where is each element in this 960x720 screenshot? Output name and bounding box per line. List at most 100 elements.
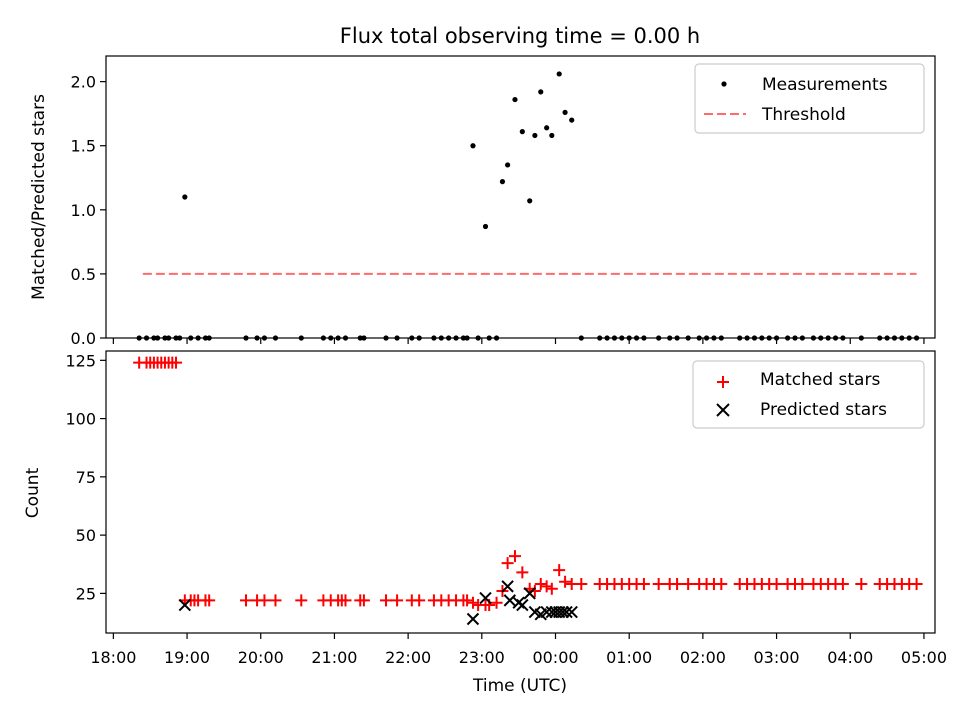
counts-panel: Count 25 50 75 100 125 18:00 19:00 20:00 21:00 2… (23, 350, 947, 696)
chart-title: Flux total observing time = 0.00 h (340, 24, 700, 48)
top-y-ticks: 0.0 0.5 1.0 1.5 2.0 (71, 73, 106, 348)
predicted-star-point (523, 587, 536, 600)
matched-star-point (637, 578, 650, 591)
matched-star-point (490, 596, 503, 609)
predicted-star-point (516, 598, 529, 612)
bottom-x-ticks: 18:00 19:00 20:00 21:00 22:00 23:00 00:00 01:00… (90, 633, 947, 667)
matched-star-point (682, 578, 695, 591)
measurement-point (549, 132, 555, 139)
bottom-y-tick-label: 25 (76, 584, 96, 603)
predicted-star-point (540, 605, 553, 619)
matched-star-point (269, 594, 282, 607)
bottom-y-tick-label: 75 (76, 468, 96, 487)
measurement-point (482, 223, 489, 230)
matched-star-point (413, 594, 426, 607)
top-y-axis-label: Matched/Predicted stars (29, 94, 49, 300)
legend-predicted-marker (716, 403, 730, 417)
measurement-point (519, 129, 525, 135)
bottom-plot-area (133, 356, 923, 626)
x-tick-label: 03:00 (754, 648, 800, 667)
x-tick-label: 00:00 (532, 648, 578, 667)
bottom-y-ticks: 25 50 75 100 125 (65, 351, 106, 603)
predicted-star-point (501, 580, 514, 593)
x-tick-label: 02:00 (680, 648, 726, 667)
matched-star-point (545, 582, 558, 595)
matched-star-point (203, 594, 216, 607)
x-tick-label: 19:00 (164, 648, 210, 667)
matched-star-point (671, 578, 684, 591)
measurement-point (544, 125, 550, 131)
measurement-point (569, 117, 575, 123)
predicted-star-point (560, 605, 573, 619)
legend-matched-label: Matched stars (760, 370, 880, 390)
matched-star-point (466, 596, 479, 609)
matched-star-point (258, 594, 271, 607)
legend-matched-marker (717, 376, 729, 388)
top-y-tick-label: 1.0 (71, 201, 96, 220)
matched-star-point (508, 550, 521, 563)
matched-star-point (910, 578, 923, 591)
measurement-point (182, 194, 188, 200)
matched-star-point (534, 578, 547, 591)
matched-star-point (559, 575, 572, 588)
bottom-y-tick-label: 125 (65, 351, 96, 370)
matched-star-point (380, 594, 393, 607)
predicted-star-point (466, 612, 480, 626)
bottom-y-tick-label: 100 (65, 410, 96, 429)
measurement-point (499, 179, 506, 185)
measurement-point (532, 132, 538, 139)
x-tick-label: 05:00 (901, 648, 947, 667)
matched-star-point (295, 594, 308, 607)
top-x-ticks (112, 338, 925, 344)
matched-star-point (540, 580, 553, 593)
top-legend: Measurements Threshold (694, 63, 925, 134)
x-tick-label: 18:00 (90, 648, 136, 667)
top-y-tick-label: 0.5 (71, 265, 96, 284)
matched-star-point (836, 578, 849, 591)
matched-star-point (796, 578, 809, 591)
top-y-tick-label: 2.0 (71, 73, 96, 92)
top-y-tick-label: 0.0 (71, 329, 96, 348)
bottom-y-axis-label: Count (23, 467, 43, 518)
bottom-legend: Matched stars Predicted stars (692, 360, 925, 429)
predicted-star-point (479, 591, 492, 605)
top-legend-box (694, 63, 925, 134)
x-tick-label: 20:00 (238, 648, 284, 667)
top-axes-frame (105, 55, 936, 339)
measurement-point (505, 162, 511, 168)
matched-star-point (461, 594, 474, 607)
measurement-point (562, 109, 568, 115)
bottom-y-tick-label: 50 (76, 526, 96, 545)
matched-star-point (516, 566, 529, 579)
matched-star-point (553, 564, 566, 577)
bottom-legend-box (692, 360, 925, 429)
measurement-point (556, 71, 562, 77)
predicted-star-point (503, 594, 517, 607)
measurement-point (470, 143, 476, 149)
matched-star-point (575, 578, 588, 591)
bottom-axes-frame (105, 350, 936, 634)
matched-star-point (652, 578, 665, 591)
top-y-tick-label: 1.5 (71, 137, 96, 156)
x-tick-label: 21:00 (311, 648, 357, 667)
x-tick-label: 23:00 (459, 648, 505, 667)
legend-predicted-label: Predicted stars (760, 400, 887, 420)
legend-measurements-marker (721, 81, 727, 87)
matched-star-point (339, 594, 352, 607)
predicted-star-point (556, 605, 570, 619)
measurement-point (512, 96, 518, 103)
x-axis-label: Time (UTC) (472, 676, 567, 696)
predicted-star-point (178, 598, 192, 612)
legend-measurements-label: Measurements (762, 75, 888, 95)
matched-star-point (357, 594, 370, 607)
legend-threshold-label: Threshold (761, 105, 846, 125)
matched-star-point (391, 594, 404, 607)
measurement-point (538, 89, 544, 95)
x-tick-label: 22:00 (385, 648, 431, 667)
matched-star-point (240, 594, 253, 607)
matched-star-point (170, 356, 183, 369)
matched-star-point (770, 578, 783, 591)
matched-star-point (855, 578, 868, 591)
measurement-point (527, 198, 533, 204)
